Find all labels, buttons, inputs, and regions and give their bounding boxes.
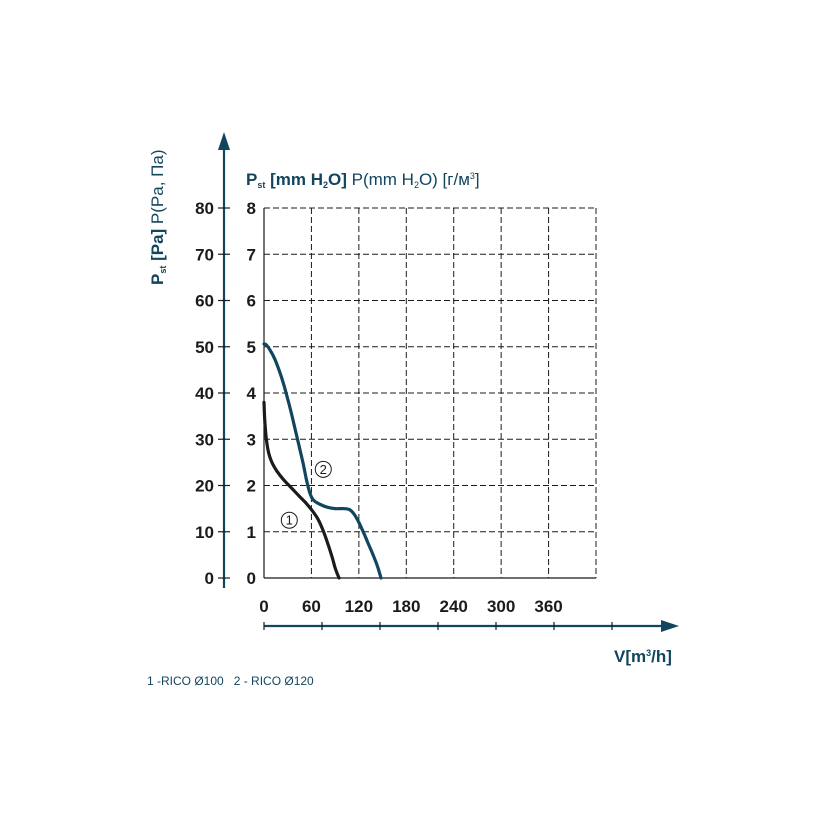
y-tick-label-mm: 7 bbox=[247, 245, 256, 264]
curve-marker-label-1: 1 bbox=[286, 513, 293, 528]
y-tick-label-mm: 6 bbox=[247, 292, 256, 311]
y-left-title-alt: P(Pa, Па) bbox=[148, 149, 167, 228]
y-top-title-sub2: 2 bbox=[323, 180, 328, 190]
y-left-title-p: P bbox=[148, 274, 167, 285]
y-top-title-p: P bbox=[246, 170, 257, 189]
curve-markers: 12 bbox=[280, 460, 332, 529]
curve-marker-circle-1 bbox=[280, 511, 298, 529]
chart-series bbox=[262, 342, 383, 580]
series-legend: 1 -RICO Ø100 2 - RICO Ø120 bbox=[147, 674, 314, 688]
y-left-title-sub: st bbox=[158, 266, 168, 274]
y-top-title-mm: [mm H bbox=[265, 170, 323, 189]
x-axis-title: V[m3/h] bbox=[614, 647, 672, 666]
x-axis-ticks: 0 60 120 180 240 300 360 bbox=[259, 597, 562, 616]
y-tick-label-pa: 70 bbox=[195, 245, 214, 264]
x-axis-arrow-head bbox=[661, 620, 679, 632]
y-top-title-end: ] bbox=[475, 170, 480, 189]
y-tick-label-pa: 10 bbox=[195, 523, 214, 542]
x-title-end: /h] bbox=[651, 647, 672, 666]
y-tick-label-mm: 4 bbox=[247, 384, 257, 403]
y-axis-arrow-head bbox=[218, 132, 230, 150]
curve-marker-circle-2 bbox=[314, 460, 332, 478]
y-tick-label-pa: 0 bbox=[205, 569, 214, 588]
x-title-v: V[m bbox=[614, 647, 646, 666]
y-tick-label-mm: 5 bbox=[247, 338, 256, 357]
curve-marker-label-2: 2 bbox=[320, 462, 327, 477]
x-tick-label: 120 bbox=[345, 597, 373, 616]
y-axis-title-top: Pst [mm H2O] P(mm H2O) [г/м3] bbox=[246, 170, 480, 190]
chart-grid bbox=[264, 207, 597, 579]
x-title-sup: 3 bbox=[646, 648, 651, 658]
x-tick-label: 60 bbox=[302, 597, 321, 616]
chart-axes bbox=[218, 132, 679, 632]
y-top-title-sub: st bbox=[257, 180, 265, 190]
x-tick-label: 180 bbox=[392, 597, 420, 616]
y-tick-label-pa: 60 bbox=[195, 292, 214, 311]
y-top-title-sup: 3 bbox=[470, 171, 475, 181]
y-top-title-o: O] bbox=[328, 170, 347, 189]
y-tick-label-pa: 50 bbox=[195, 338, 214, 357]
y-tick-label-pa: 40 bbox=[195, 384, 214, 403]
series-line-1 bbox=[262, 400, 341, 580]
y-tick-label-pa: 30 bbox=[195, 430, 214, 449]
x-tick-label: 0 bbox=[259, 597, 268, 616]
x-tick-label: 300 bbox=[487, 597, 515, 616]
y-axis-title-left: Pst [Pa] P(Pa, Па) bbox=[148, 149, 168, 285]
series-line-2 bbox=[262, 342, 383, 580]
y-axis-ticks-mm: 0 1 2 3 4 5 6 7 8 bbox=[247, 199, 257, 588]
y-tick-label-mm: 2 bbox=[247, 477, 256, 496]
y-top-title-alt: P(mm H bbox=[347, 170, 414, 189]
y-tick-label-pa: 20 bbox=[195, 477, 214, 496]
y-tick-label-pa: 80 bbox=[195, 199, 214, 218]
y-axis-ticks-pa: 0 10 20 30 40 50 60 70 80 bbox=[195, 199, 214, 588]
x-tick-label: 240 bbox=[440, 597, 468, 616]
y-top-title-sub3: 2 bbox=[414, 180, 419, 190]
y-tick-label-mm: 3 bbox=[247, 430, 256, 449]
y-tick-label-mm: 0 bbox=[247, 569, 256, 588]
y-left-title-unit: [Pa] bbox=[148, 229, 167, 266]
y-tick-label-mm: 1 bbox=[247, 523, 256, 542]
y-tick-label-mm: 8 bbox=[247, 199, 256, 218]
y-top-title-alt2: O) [г/м bbox=[419, 170, 470, 189]
x-tick-label: 360 bbox=[534, 597, 562, 616]
